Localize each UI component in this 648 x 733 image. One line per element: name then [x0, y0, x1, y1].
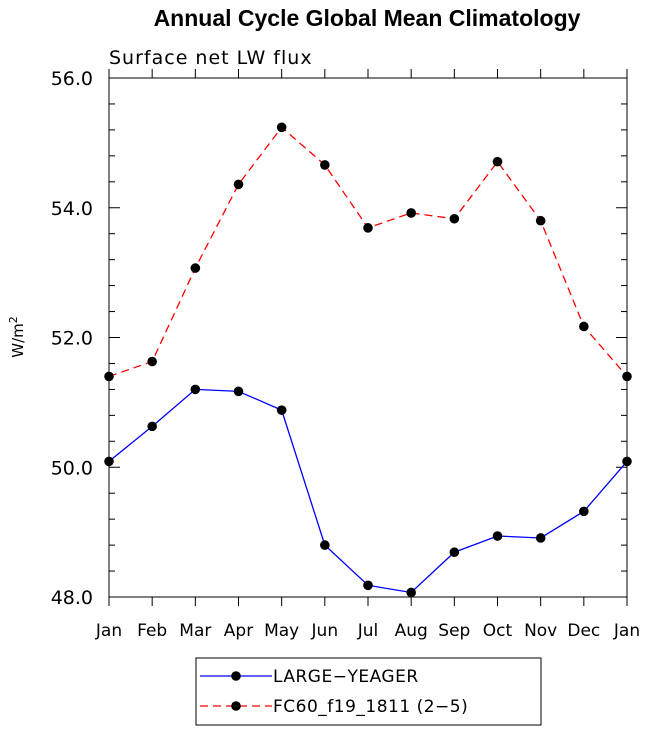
data-point: [363, 580, 373, 591]
data-point: [492, 531, 503, 541]
legend-swatch-marker: [231, 671, 241, 681]
x-tick-label: Feb: [137, 621, 167, 641]
data-point: [104, 456, 114, 467]
x-tick-label: Mar: [179, 621, 211, 641]
x-tick-label: Jan: [613, 621, 640, 641]
series-layer: [104, 122, 632, 598]
data-point: [406, 208, 416, 218]
x-tick-label: Nov: [524, 621, 557, 641]
data-point: [622, 371, 632, 382]
data-point: [492, 156, 503, 167]
legend-label: FC60_f19_1811 (2−5): [273, 697, 468, 717]
data-point: [190, 263, 201, 273]
svg-text:W/m2: W/m2: [7, 316, 27, 358]
data-point: [147, 356, 157, 367]
x-tick-label: Jan: [95, 621, 122, 641]
y-axis-label-text: W/m: [9, 323, 27, 358]
data-point: [147, 421, 157, 432]
plot-frame: [108, 77, 628, 598]
legend-item: FC60_f19_1811 (2−5): [200, 697, 468, 717]
legend: LARGE−YEAGER FC60_f19_1811 (2−5): [195, 657, 542, 726]
y-tick-label: 48.0: [51, 587, 93, 609]
data-point: [449, 547, 460, 558]
chart-subtitle: Surface net LW flux: [109, 47, 313, 69]
data-point: [406, 587, 416, 598]
legend-item: LARGE−YEAGER: [200, 667, 419, 687]
x-tick-label: Apr: [224, 621, 253, 641]
data-point: [276, 405, 287, 415]
y-axis-label: W/m2: [7, 316, 27, 358]
y-tick-label: 52.0: [51, 328, 93, 350]
x-tick-label: May: [264, 621, 299, 641]
data-point: [579, 506, 589, 517]
data-point: [622, 456, 632, 467]
legend-box: [195, 657, 542, 726]
y-tick-label: 54.0: [51, 198, 93, 220]
data-point: [320, 540, 330, 550]
y-tick-labels: 48.0 50.0 52.0 54.0 56.0: [51, 68, 93, 609]
data-point: [276, 122, 287, 133]
data-point: [320, 160, 330, 170]
data-point: [579, 321, 589, 332]
data-point: [535, 533, 546, 543]
axis-ticks: [108, 69, 628, 606]
chart-title: Annual Cycle Global Mean Climatology: [154, 5, 581, 31]
x-tick-label: Sep: [438, 621, 470, 641]
legend-swatch-marker: [231, 701, 241, 711]
series-line: [108, 126, 628, 378]
x-tick-label: Jul: [357, 621, 379, 641]
data-point: [104, 371, 114, 382]
x-tick-label: Aug: [395, 621, 428, 641]
data-point: [535, 215, 546, 226]
x-tick-label: Oct: [483, 621, 513, 641]
data-point: [363, 223, 373, 233]
data-point: [233, 179, 244, 190]
y-tick-label: 50.0: [51, 457, 93, 479]
x-tick-labels: Jan Feb Mar Apr May Jun Jul Aug Sep Oct Nov Dec Jan: [95, 621, 640, 641]
data-point: [449, 213, 460, 224]
series-line: [108, 388, 628, 594]
series-2: [104, 122, 632, 382]
data-point: [233, 386, 244, 397]
data-point: [190, 384, 201, 395]
legend-items: LARGE−YEAGER FC60_f19_1811 (2−5): [200, 667, 468, 717]
y-tick-label: 56.0: [51, 68, 93, 90]
x-tick-label: Dec: [567, 621, 600, 641]
series-1: [104, 384, 632, 598]
x-tick-label: Jun: [311, 621, 339, 641]
legend-label: LARGE−YEAGER: [273, 667, 419, 687]
y-axis-label-superscript: 2: [7, 316, 20, 323]
